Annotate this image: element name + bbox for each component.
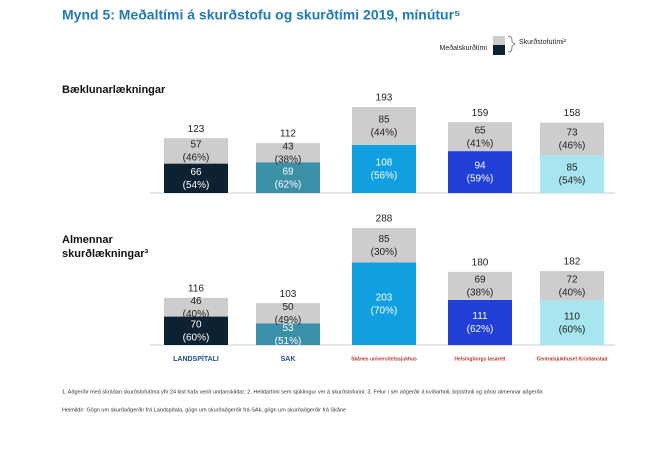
value-label: 108 bbox=[376, 158, 393, 169]
legend-bracket bbox=[507, 35, 516, 53]
value-label: 65 bbox=[474, 125, 486, 136]
footnote: Heimildir: Gögn um skurðaðgerðir frá Lan… bbox=[62, 406, 346, 413]
value-label: 53 bbox=[282, 323, 294, 334]
total-label: 103 bbox=[280, 289, 297, 300]
bar-segment bbox=[164, 138, 228, 164]
value-label: 85 bbox=[378, 115, 390, 126]
category-label: LANDSPÍTALI bbox=[173, 354, 219, 363]
percent-label: (40%) bbox=[559, 287, 586, 298]
total-label: 123 bbox=[188, 124, 205, 135]
percent-label: (30%) bbox=[371, 247, 398, 258]
percent-label: (44%) bbox=[371, 128, 398, 139]
total-label: 159 bbox=[472, 108, 489, 119]
percent-label: (56%) bbox=[371, 171, 398, 182]
value-label: 111 bbox=[472, 311, 488, 322]
value-label: 69 bbox=[474, 275, 486, 286]
bar-segment bbox=[540, 122, 604, 156]
value-label: 70 bbox=[190, 319, 202, 330]
title: Mynd 5: Meðaltími á skurðstofu og skurðt… bbox=[62, 7, 461, 23]
legend-label: Meðalskurðtími bbox=[440, 44, 488, 52]
value-label: 85 bbox=[566, 163, 578, 174]
bar-segment bbox=[448, 122, 512, 152]
bar-segment bbox=[256, 323, 320, 345]
percent-label: (51%) bbox=[275, 336, 302, 347]
percent-label: (46%) bbox=[183, 153, 210, 164]
percent-label: (38%) bbox=[467, 288, 494, 299]
legend-label: Skurðstofutími² bbox=[519, 38, 567, 46]
value-label: 72 bbox=[566, 274, 578, 285]
bar-segment bbox=[256, 162, 320, 193]
panel-title: Almennar skurðlækningar³ bbox=[62, 234, 149, 260]
bar-segment bbox=[540, 155, 604, 193]
percent-label: (70%) bbox=[371, 305, 398, 316]
bar-segment bbox=[352, 144, 416, 193]
bar-segment bbox=[448, 151, 512, 193]
bar-segment bbox=[256, 143, 320, 163]
bar-segment bbox=[256, 303, 320, 324]
total-label: 182 bbox=[564, 257, 581, 268]
percent-label: (62%) bbox=[467, 324, 494, 335]
value-label: 46 bbox=[190, 296, 202, 307]
category-label: Skånes universitetssjukhus bbox=[351, 355, 417, 362]
legend-swatch bbox=[493, 45, 505, 55]
legend-swatch bbox=[493, 36, 505, 45]
percent-label: (38%) bbox=[275, 154, 302, 165]
total-label: 112 bbox=[280, 129, 296, 140]
bar-segment bbox=[352, 262, 416, 345]
bar-segment bbox=[164, 297, 228, 317]
panel-title: Bæklunarlækningar bbox=[62, 84, 166, 96]
footnote: 1. Aðgerðir með skráðan skurðstofutíma y… bbox=[62, 388, 544, 395]
value-label: 94 bbox=[474, 161, 486, 172]
total-label: 116 bbox=[188, 284, 204, 295]
percent-label: (60%) bbox=[559, 324, 586, 335]
percent-label: (41%) bbox=[467, 138, 494, 149]
bar-segment bbox=[448, 299, 512, 345]
percent-label: (62%) bbox=[275, 179, 302, 190]
value-label: 110 bbox=[564, 311, 580, 322]
total-label: 158 bbox=[564, 108, 581, 119]
bar-segment bbox=[540, 271, 604, 301]
percent-label: (60%) bbox=[183, 332, 210, 343]
total-label: 180 bbox=[472, 258, 489, 269]
value-label: 203 bbox=[376, 292, 393, 303]
category-label: SAK bbox=[281, 356, 296, 363]
bar-segment bbox=[164, 316, 228, 345]
percent-label: (59%) bbox=[467, 174, 494, 185]
bar-segment bbox=[540, 300, 604, 345]
bar-segment bbox=[352, 107, 416, 145]
value-label: 69 bbox=[282, 166, 294, 177]
percent-label: (40%) bbox=[183, 309, 210, 320]
total-label: 288 bbox=[376, 214, 393, 225]
percent-label: (54%) bbox=[183, 180, 210, 191]
value-label: 43 bbox=[282, 141, 294, 152]
bar-segment bbox=[352, 228, 416, 263]
value-label: 73 bbox=[566, 128, 578, 139]
total-label: 193 bbox=[376, 93, 393, 104]
bar-segment bbox=[448, 271, 512, 300]
category-label: Centralsjukhuset Kristianstad bbox=[537, 356, 608, 362]
bar-segment bbox=[164, 163, 228, 193]
value-label: 57 bbox=[190, 140, 202, 151]
value-label: 85 bbox=[378, 234, 390, 245]
category-label: Helsingborgs lasarett bbox=[454, 356, 505, 362]
percent-label: (49%) bbox=[275, 315, 302, 326]
percent-label: (54%) bbox=[559, 176, 586, 187]
percent-label: (46%) bbox=[559, 141, 586, 152]
value-label: 50 bbox=[282, 302, 294, 313]
value-label: 66 bbox=[190, 167, 202, 178]
